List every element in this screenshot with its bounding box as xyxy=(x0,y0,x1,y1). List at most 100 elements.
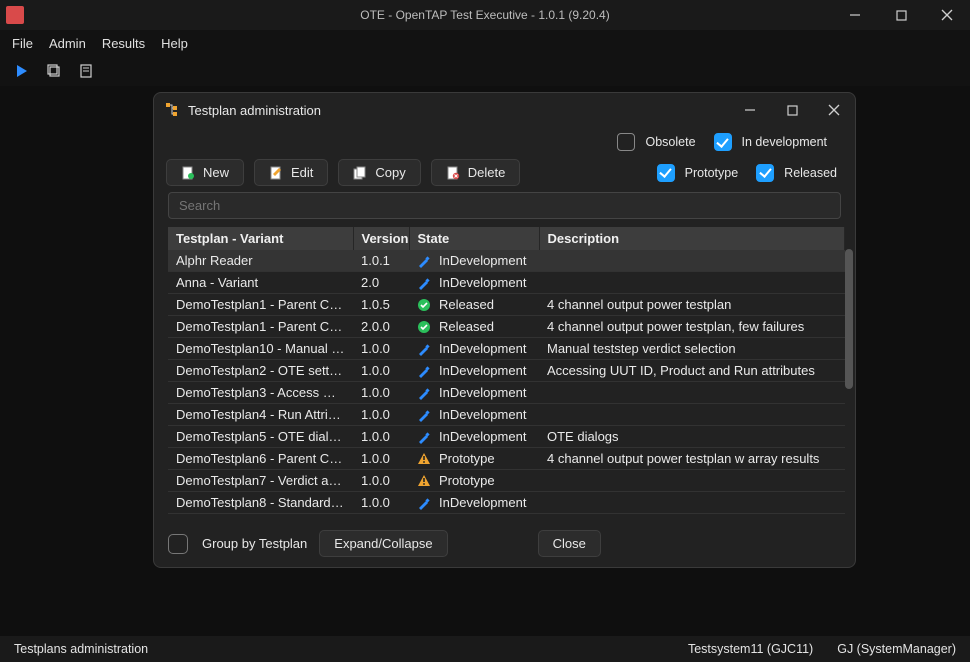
filter-released-checkbox[interactable] xyxy=(756,164,774,182)
edit-button-label: Edit xyxy=(291,165,313,180)
delete-button[interactable]: Delete xyxy=(431,159,521,186)
copy-button[interactable]: Copy xyxy=(338,159,420,186)
filter-prototype-checkbox[interactable] xyxy=(657,164,675,182)
edit-button[interactable]: Edit xyxy=(254,159,328,186)
play-icon[interactable] xyxy=(14,63,30,79)
expand-collapse-button[interactable]: Expand/Collapse xyxy=(319,530,447,557)
state-icon xyxy=(417,276,431,290)
table-row[interactable]: DemoTestplan1 - Parent Child1.0.5Release… xyxy=(168,294,845,316)
status-testsystem: Testsystem11 (GJC11) xyxy=(688,642,813,656)
cell-state: InDevelopment xyxy=(409,426,539,448)
filters-row: Obsolete In development xyxy=(154,127,855,153)
cell-name: DemoTestplan6 - Parent Child w arrays xyxy=(168,448,353,470)
cell-version: 1.0.0 xyxy=(353,448,409,470)
filter-indev-checkbox[interactable] xyxy=(714,133,732,151)
new-document-icon xyxy=(181,166,195,180)
dialog-maximize-button[interactable] xyxy=(771,93,813,127)
cell-state: InDevelopment xyxy=(409,338,539,360)
cell-state: InDevelopment xyxy=(409,250,539,272)
col-testplan[interactable]: Testplan - Variant xyxy=(168,227,353,250)
menu-results[interactable]: Results xyxy=(102,36,145,51)
statusbar: Testplans administration Testsystem11 (G… xyxy=(0,636,970,662)
cell-version: 1.0.5 xyxy=(353,294,409,316)
table-row[interactable]: DemoTestplan3 - Access UUT ID1.0.0InDeve… xyxy=(168,382,845,404)
group-by-label: Group by Testplan xyxy=(202,536,307,551)
cell-version: 1.0.0 xyxy=(353,404,409,426)
col-description[interactable]: Description xyxy=(539,227,845,250)
cell-name: DemoTestplan5 - OTE dialogs xyxy=(168,426,353,448)
app-icon xyxy=(6,6,24,24)
maximize-button[interactable] xyxy=(878,0,924,30)
table-row[interactable]: DemoTestplan2 - OTE settings1.0.0InDevel… xyxy=(168,360,845,382)
table-row[interactable]: DemoTestplan1 - Parent Child2.0.0Release… xyxy=(168,316,845,338)
state-icon xyxy=(417,298,431,312)
cell-version: 1.0.0 xyxy=(353,338,409,360)
minimize-button[interactable] xyxy=(832,0,878,30)
cell-desc xyxy=(539,404,845,426)
cell-state: InDevelopment xyxy=(409,360,539,382)
testplan-admin-dialog: Testplan administration Obsolete In deve… xyxy=(153,92,856,568)
table-row[interactable]: DemoTestplan6 - Parent Child w arrays1.0… xyxy=(168,448,845,470)
filter-obsolete-checkbox[interactable] xyxy=(617,133,635,151)
cell-name: DemoTestplan3 - Access UUT ID xyxy=(168,382,353,404)
menu-help[interactable]: Help xyxy=(161,36,188,51)
search-input[interactable] xyxy=(168,192,841,219)
filter-released-label: Released xyxy=(784,166,837,180)
state-icon xyxy=(417,320,431,334)
copy-button-label: Copy xyxy=(375,165,405,180)
table-scrollbar[interactable] xyxy=(845,249,853,520)
state-icon xyxy=(417,342,431,356)
cell-version: 1.0.0 xyxy=(353,492,409,514)
cell-desc: 4 channel output power testplan, few fai… xyxy=(539,316,845,338)
cell-state: Released xyxy=(409,294,539,316)
table-row[interactable]: DemoTestplan10 - Manual verdicts1.0.0InD… xyxy=(168,338,845,360)
new-button-label: New xyxy=(203,165,229,180)
filter-indev-label: In development xyxy=(742,135,827,149)
cell-desc: 4 channel output power testplan xyxy=(539,294,845,316)
toolbar xyxy=(0,56,970,86)
cell-desc xyxy=(539,492,845,514)
table-row[interactable]: DemoTestplan7 - Verdict attributes1.0.0P… xyxy=(168,470,845,492)
cell-state: InDevelopment xyxy=(409,404,539,426)
col-version[interactable]: Version xyxy=(353,227,409,250)
cell-state: InDevelopment xyxy=(409,272,539,294)
dialog-minimize-button[interactable] xyxy=(729,93,771,127)
cell-version: 2.0 xyxy=(353,272,409,294)
actions-row: New Edit Copy Delete Prototype Released xyxy=(154,153,855,192)
col-state[interactable]: State xyxy=(409,227,539,250)
testplan-table: Testplan - Variant Version State Descrip… xyxy=(168,227,845,514)
document-icon[interactable] xyxy=(78,63,94,79)
menu-admin[interactable]: Admin xyxy=(49,36,86,51)
menu-file[interactable]: File xyxy=(12,36,33,51)
cell-state: Prototype xyxy=(409,470,539,492)
table-row[interactable]: DemoTestplan8 - Standard Publish1.0.0InD… xyxy=(168,492,845,514)
new-window-icon[interactable] xyxy=(46,63,62,79)
main-titlebar: OTE - OpenTAP Test Executive - 1.0.1 (9.… xyxy=(0,0,970,30)
scrollbar-thumb[interactable] xyxy=(845,249,853,389)
close-dialog-button[interactable]: Close xyxy=(538,530,601,557)
table-row[interactable]: DemoTestplan4 - Run Attributes1.0.0InDev… xyxy=(168,404,845,426)
cell-state: Released xyxy=(409,316,539,338)
window-title: OTE - OpenTAP Test Executive - 1.0.1 (9.… xyxy=(0,8,970,22)
group-by-checkbox[interactable] xyxy=(168,534,188,554)
state-icon xyxy=(417,452,431,466)
table-row[interactable]: Alphr Reader1.0.1InDevelopment xyxy=(168,250,845,272)
filter-obsolete-label: Obsolete xyxy=(645,135,695,149)
cell-desc: 4 channel output power testplan w array … xyxy=(539,448,845,470)
table-row[interactable]: DemoTestplan5 - OTE dialogs1.0.0InDevelo… xyxy=(168,426,845,448)
table-row[interactable]: Anna - Variant2.0InDevelopment xyxy=(168,272,845,294)
cell-state: InDevelopment xyxy=(409,382,539,404)
new-button[interactable]: New xyxy=(166,159,244,186)
table-wrap: Testplan - Variant Version State Descrip… xyxy=(154,227,855,520)
close-button[interactable] xyxy=(924,0,970,30)
cell-name: DemoTestplan1 - Parent Child xyxy=(168,294,353,316)
cell-state: InDevelopment xyxy=(409,492,539,514)
menubar: File Admin Results Help xyxy=(0,30,970,56)
dialog-close-button[interactable] xyxy=(813,93,855,127)
cell-desc xyxy=(539,272,845,294)
state-icon xyxy=(417,364,431,378)
cell-desc: OTE dialogs xyxy=(539,426,845,448)
cell-name: DemoTestplan2 - OTE settings xyxy=(168,360,353,382)
delete-button-label: Delete xyxy=(468,165,506,180)
cell-version: 1.0.1 xyxy=(353,250,409,272)
